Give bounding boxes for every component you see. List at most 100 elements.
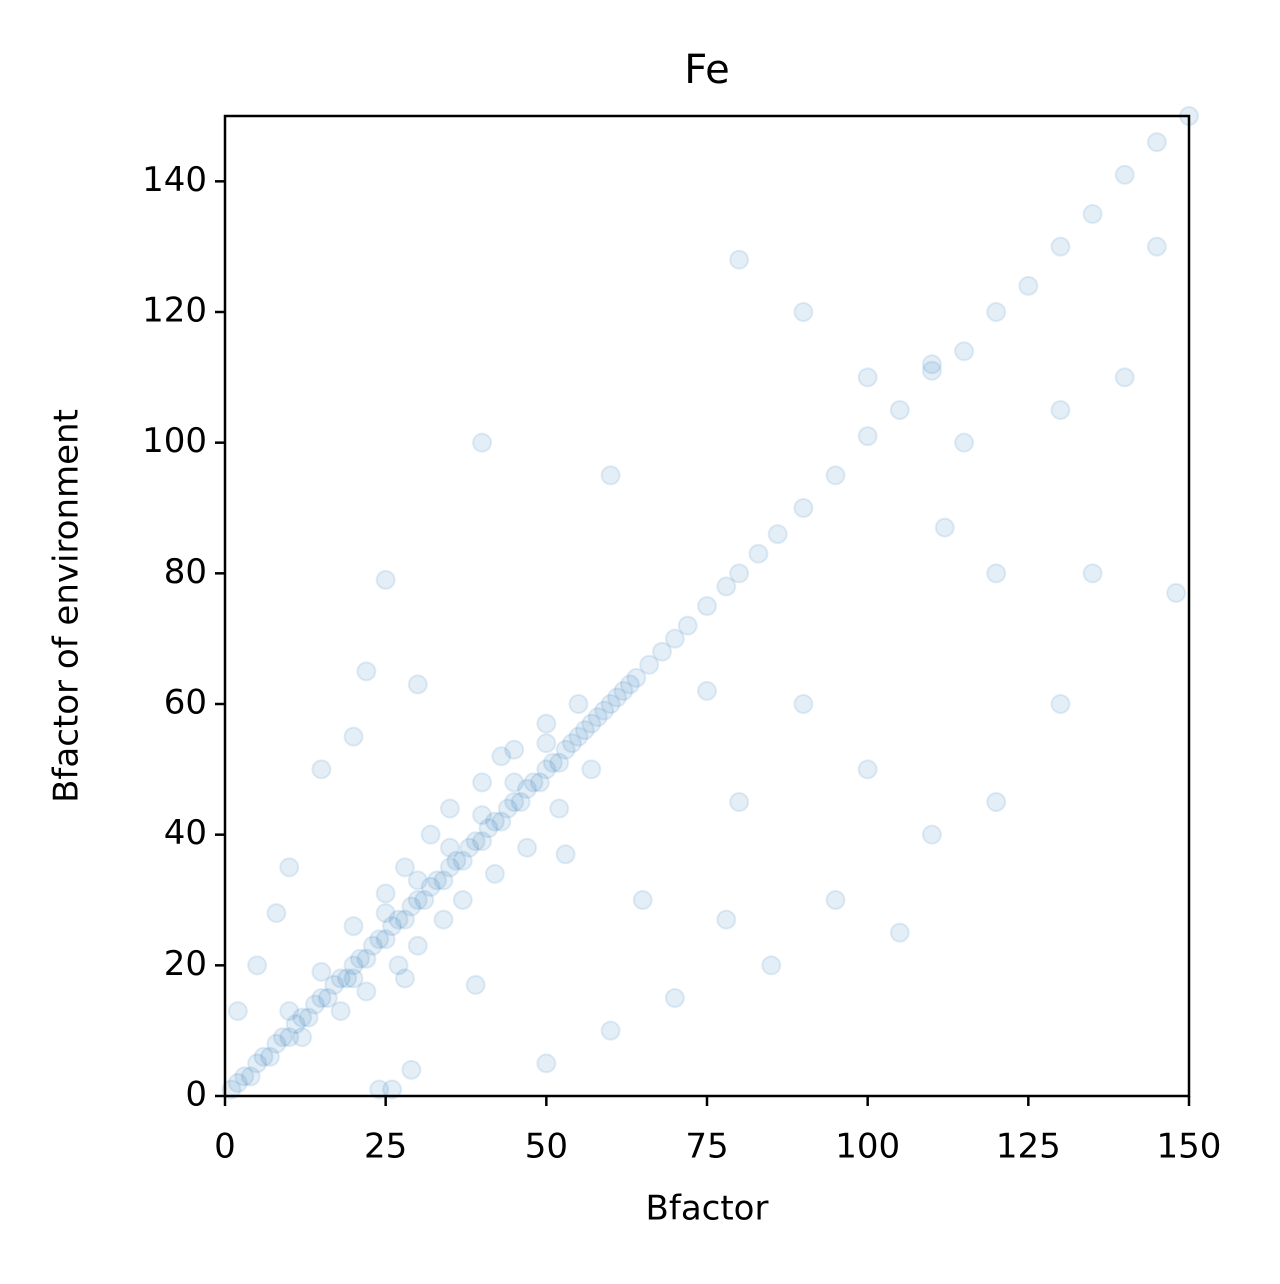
point (536, 733, 557, 754)
point (247, 955, 268, 976)
point (536, 713, 557, 734)
point (1166, 582, 1187, 603)
point (1114, 367, 1135, 388)
point (375, 929, 396, 950)
point (292, 1007, 313, 1028)
point (986, 792, 1007, 812)
point (504, 772, 525, 793)
point (600, 1020, 621, 1041)
point (1146, 236, 1167, 257)
point (497, 798, 518, 819)
point (240, 1066, 261, 1087)
point (452, 850, 473, 871)
point (343, 916, 364, 937)
point (369, 1079, 390, 1100)
point (664, 988, 685, 1008)
point (729, 249, 750, 270)
point (562, 733, 583, 754)
point (626, 667, 647, 688)
point (369, 929, 390, 950)
point (793, 302, 814, 322)
point (921, 360, 942, 381)
point (568, 694, 589, 714)
point (279, 1027, 300, 1048)
point (857, 759, 878, 780)
point (407, 890, 428, 910)
x-axis-label: Bfactor (646, 1189, 769, 1229)
point (697, 596, 717, 616)
point (375, 569, 396, 590)
x-tick-label: 75 (685, 1127, 728, 1167)
point (954, 432, 975, 453)
point (349, 948, 370, 969)
point (414, 890, 435, 910)
point (729, 563, 750, 584)
y-tick-label: 100 (142, 421, 207, 461)
point (1114, 164, 1135, 185)
point (356, 661, 377, 682)
y-axis-label: Bfactor of environment (47, 409, 87, 803)
point (1050, 400, 1071, 420)
point (292, 1027, 313, 1048)
point (857, 426, 878, 447)
point (542, 752, 563, 773)
point (1050, 694, 1071, 714)
point (439, 857, 460, 878)
point (1018, 275, 1039, 296)
y-tick-label: 80 (164, 552, 207, 592)
point (439, 798, 460, 819)
point (857, 367, 878, 388)
point (600, 465, 621, 486)
point (304, 994, 325, 1015)
point (697, 680, 717, 701)
point (439, 837, 460, 858)
point (587, 707, 608, 728)
y-tick-label: 140 (142, 160, 207, 200)
point (600, 694, 621, 714)
point (259, 1046, 280, 1067)
point (793, 498, 814, 518)
point (330, 968, 351, 989)
point (362, 935, 383, 956)
point (324, 974, 345, 995)
point (420, 876, 441, 897)
point (536, 759, 557, 780)
y-tick-label: 60 (164, 683, 207, 723)
point (889, 400, 910, 420)
point (472, 831, 493, 852)
point (581, 759, 602, 780)
point (375, 883, 396, 904)
point (632, 890, 653, 910)
x-tick-label: 25 (364, 1127, 407, 1167)
point (748, 543, 769, 564)
point (343, 968, 364, 989)
point (253, 1046, 274, 1067)
point (311, 961, 332, 982)
point (394, 857, 415, 878)
point (1082, 563, 1103, 584)
point (407, 870, 428, 891)
point (472, 432, 493, 453)
point (619, 674, 640, 695)
point (1050, 236, 1071, 257)
point (921, 354, 942, 375)
point (266, 903, 287, 924)
point (484, 811, 505, 832)
point (330, 1001, 351, 1022)
point (272, 1027, 293, 1048)
point (639, 654, 660, 675)
point (394, 909, 415, 930)
point (793, 694, 814, 714)
point (472, 805, 493, 826)
point (407, 935, 428, 956)
point (279, 1001, 300, 1022)
point (227, 1001, 248, 1022)
point (517, 778, 538, 799)
point (677, 615, 698, 636)
point (555, 739, 576, 760)
y-tick-label: 40 (164, 813, 207, 853)
point (234, 1066, 255, 1087)
point (664, 628, 685, 649)
point (934, 517, 955, 538)
